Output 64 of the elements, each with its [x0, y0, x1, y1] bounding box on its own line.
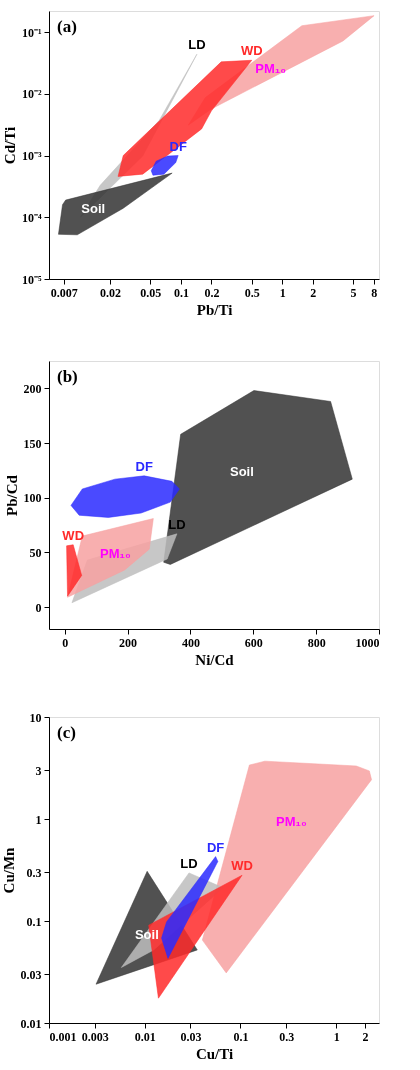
- y-tick-label: 0.03: [20, 967, 42, 982]
- y-tick-label: 0.3: [26, 865, 42, 880]
- x-tick-label: 0.05: [140, 285, 162, 300]
- x-axis-title: Cu/Ti: [195, 1045, 234, 1062]
- series-label: Soil: [134, 927, 159, 943]
- y-tick-label: 10⁻¹: [21, 25, 42, 40]
- x-tick-label: 0.1: [233, 1029, 249, 1044]
- x-tick-label: 600: [244, 635, 263, 650]
- y-tick-label: 10⁻²: [21, 87, 42, 102]
- series-label: DF: [206, 839, 225, 855]
- series-label: PM₁₀: [276, 814, 307, 830]
- y-tick-label: 0.01: [20, 1016, 42, 1031]
- series-label: DF: [135, 458, 153, 474]
- y-tick-label: 10⁻³: [21, 149, 42, 164]
- series-label: LD: [180, 855, 198, 871]
- y-axis-title: Pb/Cd: [3, 474, 20, 516]
- series-label: PM₁₀: [100, 546, 131, 562]
- x-axis-title: Ni/Cd: [195, 651, 235, 668]
- y-tick-label: 50: [29, 545, 42, 560]
- chart-title: (b): [57, 367, 78, 386]
- x-tick-label: 8: [371, 285, 378, 300]
- x-tick-label: 0: [62, 635, 69, 650]
- y-tick-label: 0.1: [26, 914, 42, 929]
- x-tick-label: 200: [119, 635, 138, 650]
- x-tick-label: 0.02: [100, 285, 122, 300]
- y-tick-label: 0: [35, 600, 42, 615]
- x-tick-label: 1: [333, 1029, 340, 1044]
- x-tick-label: 0.01: [134, 1029, 156, 1044]
- series-label: WD: [240, 43, 263, 59]
- series-label: WD: [62, 527, 85, 543]
- series-label: Soil: [230, 464, 254, 480]
- x-tick-label: 5: [350, 285, 357, 300]
- x-tick-label: 0.1: [173, 285, 189, 300]
- x-tick-label: 0.3: [279, 1029, 295, 1044]
- y-tick-label: 150: [23, 436, 42, 451]
- y-tick-label: 100: [23, 491, 42, 506]
- x-tick-label: 0.5: [244, 285, 260, 300]
- y-axis-title: Cu/Mn: [0, 846, 17, 894]
- x-axis-title: Pb/Ti: [196, 301, 233, 318]
- y-tick-label: 1: [35, 812, 42, 827]
- y-tick-label: 10⁻⁴: [21, 210, 42, 225]
- x-tick-label: 1000: [355, 635, 380, 650]
- y-axis-title: Cd/Ti: [1, 126, 18, 165]
- series-label: PM₁₀: [255, 61, 287, 77]
- x-tick-label: 400: [181, 635, 200, 650]
- x-tick-label: 2: [310, 285, 317, 300]
- x-tick-label: 2: [362, 1029, 369, 1044]
- y-tick-label: 10⁻⁵: [21, 272, 42, 287]
- chart-title: (a): [57, 17, 77, 36]
- series-label: LD: [168, 516, 186, 532]
- series-label: WD: [231, 858, 253, 874]
- chart-title: (c): [57, 723, 76, 742]
- x-tick-label: 800: [307, 635, 326, 650]
- series-label: LD: [188, 37, 206, 53]
- series-label: Soil: [81, 201, 106, 217]
- x-tick-label: 0.2: [204, 285, 220, 300]
- y-tick-label: 3: [35, 763, 42, 778]
- x-tick-label: 0.007: [50, 285, 78, 300]
- x-tick-label: 1: [279, 285, 286, 300]
- y-tick-label: 200: [23, 381, 42, 396]
- y-tick-label: 10: [29, 710, 42, 725]
- x-tick-label: 0.003: [81, 1029, 109, 1044]
- x-tick-label: 0.03: [180, 1029, 202, 1044]
- x-tick-label: 0.001: [49, 1029, 77, 1044]
